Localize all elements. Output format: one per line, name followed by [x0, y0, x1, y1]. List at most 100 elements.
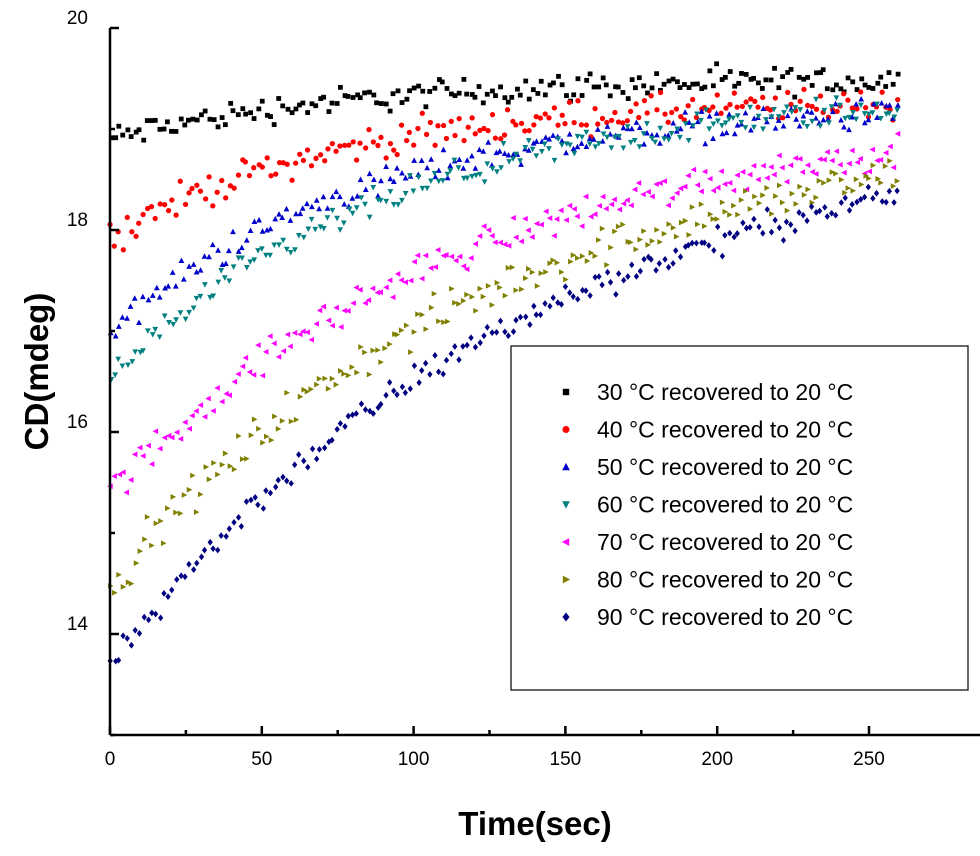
data-point: [165, 208, 172, 214]
data-point: [353, 284, 359, 291]
data-point: [377, 197, 384, 204]
data-point: [312, 226, 319, 233]
data-point: [378, 400, 384, 408]
data-point: [870, 195, 876, 202]
data-point: [242, 159, 248, 165]
data-point: [760, 105, 767, 112]
legend-item: 90 °C recovered to 20 °C: [562, 604, 853, 630]
data-point: [874, 114, 880, 120]
data-point: [383, 391, 389, 399]
data-point: [427, 265, 434, 271]
legend-box: [510, 345, 969, 691]
data-point: [686, 232, 693, 238]
data-point: [615, 119, 622, 125]
data-point: [289, 110, 295, 116]
data-point: [247, 227, 254, 233]
data-point: [522, 128, 528, 134]
data-point: [463, 266, 470, 273]
data-point: [845, 97, 851, 103]
data-point: [206, 174, 212, 180]
data-point: [866, 85, 872, 90]
data-point: [132, 349, 139, 355]
data-point: [308, 336, 314, 343]
data-point: [719, 252, 726, 260]
data-point: [383, 163, 389, 170]
data-point: [218, 532, 224, 539]
data-point: [190, 116, 196, 122]
data-point: [317, 224, 324, 230]
data-point: [519, 286, 525, 293]
data-point: [177, 310, 184, 316]
data-point: [456, 253, 463, 260]
data-point: [714, 184, 721, 191]
data-point: [398, 277, 404, 283]
data-point: [210, 408, 216, 414]
data-point: [567, 289, 573, 297]
data-point: [723, 129, 730, 136]
data-point: [759, 86, 765, 91]
data-point: [713, 110, 720, 116]
data-point: [747, 206, 754, 212]
data-point: [895, 71, 901, 77]
data-point: [362, 186, 369, 192]
data-point: [194, 559, 200, 567]
data-point: [378, 134, 384, 141]
data-point: [645, 241, 651, 248]
data-point: [489, 329, 495, 336]
data-point: [566, 131, 573, 137]
data-point: [681, 183, 688, 190]
data-point: [390, 202, 397, 208]
data-point: [800, 120, 807, 126]
data-point: [773, 193, 779, 200]
data-point: [620, 221, 626, 228]
data-point: [230, 264, 237, 270]
data-point: [800, 112, 807, 119]
data-point: [694, 182, 701, 188]
data-point: [620, 124, 627, 131]
data-point: [314, 455, 320, 463]
data-point: [711, 246, 717, 254]
data-point: [145, 296, 152, 303]
data-point: [771, 171, 777, 178]
data-point: [136, 127, 142, 133]
data-point: [271, 242, 278, 249]
data-point: [886, 102, 893, 108]
data-point: [141, 137, 147, 143]
data-point: [842, 189, 848, 196]
data-point: [654, 107, 660, 113]
data-point: [239, 255, 245, 261]
data-point: [690, 123, 696, 129]
data-point: [472, 94, 478, 100]
data-point: [322, 158, 328, 164]
data-point: [633, 85, 638, 91]
data-point: [702, 84, 708, 90]
data-point: [894, 107, 901, 114]
data-point: [670, 260, 676, 267]
data-point: [280, 103, 286, 109]
data-point: [653, 181, 659, 188]
data-point: [861, 111, 868, 117]
data-point: [448, 253, 455, 260]
data-point: [432, 352, 438, 359]
data-point: [390, 178, 397, 184]
data-point: [221, 275, 228, 281]
data-point: [722, 208, 729, 215]
data-point: [743, 188, 749, 194]
data-point: [566, 202, 573, 209]
data-point: [841, 91, 847, 97]
data-point: [714, 118, 721, 125]
data-point: [550, 294, 556, 302]
data-point: [518, 238, 524, 245]
data-point: [399, 383, 406, 391]
data-point: [743, 224, 750, 232]
data-point: [399, 197, 405, 204]
data-point: [879, 89, 885, 95]
data-point: [719, 77, 725, 82]
data-point: [115, 356, 122, 363]
data-point: [243, 265, 250, 271]
data-point: [698, 117, 704, 124]
data-point: [592, 144, 599, 150]
data-point: [829, 157, 835, 164]
data-point: [394, 391, 400, 398]
data-point: [387, 108, 393, 114]
